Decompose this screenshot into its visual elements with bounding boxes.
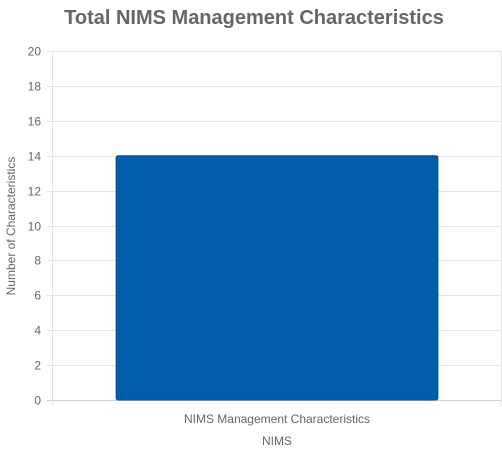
y-tick-label: 10 [28, 220, 42, 234]
bars [115, 155, 439, 401]
y-tick-label: 8 [34, 254, 41, 268]
bar[interactable] [115, 155, 439, 401]
x-tick-label: NIMS Management Characteristics [184, 412, 370, 426]
chart-title: Total NIMS Management Characteristics [64, 7, 444, 29]
y-tick-label: 14 [28, 150, 42, 164]
y-tick-label: 2 [34, 359, 41, 373]
y-tick-label: 6 [34, 289, 41, 303]
y-axis-ticks: 0 2 4 6 8 10 12 14 16 18 20 [28, 45, 42, 408]
y-tick-label: 12 [28, 185, 42, 199]
x-axis-ticks: NIMS Management Characteristics [184, 412, 370, 426]
y-tick-label: 4 [34, 324, 41, 338]
x-axis-title: NIMS [262, 434, 292, 448]
y-tick-label: 16 [28, 115, 42, 129]
y-tick-label: 0 [34, 394, 41, 408]
y-tick-label: 18 [28, 80, 42, 94]
y-tick-label: 20 [28, 45, 42, 59]
y-axis-title: Number of Characteristics [4, 157, 18, 296]
